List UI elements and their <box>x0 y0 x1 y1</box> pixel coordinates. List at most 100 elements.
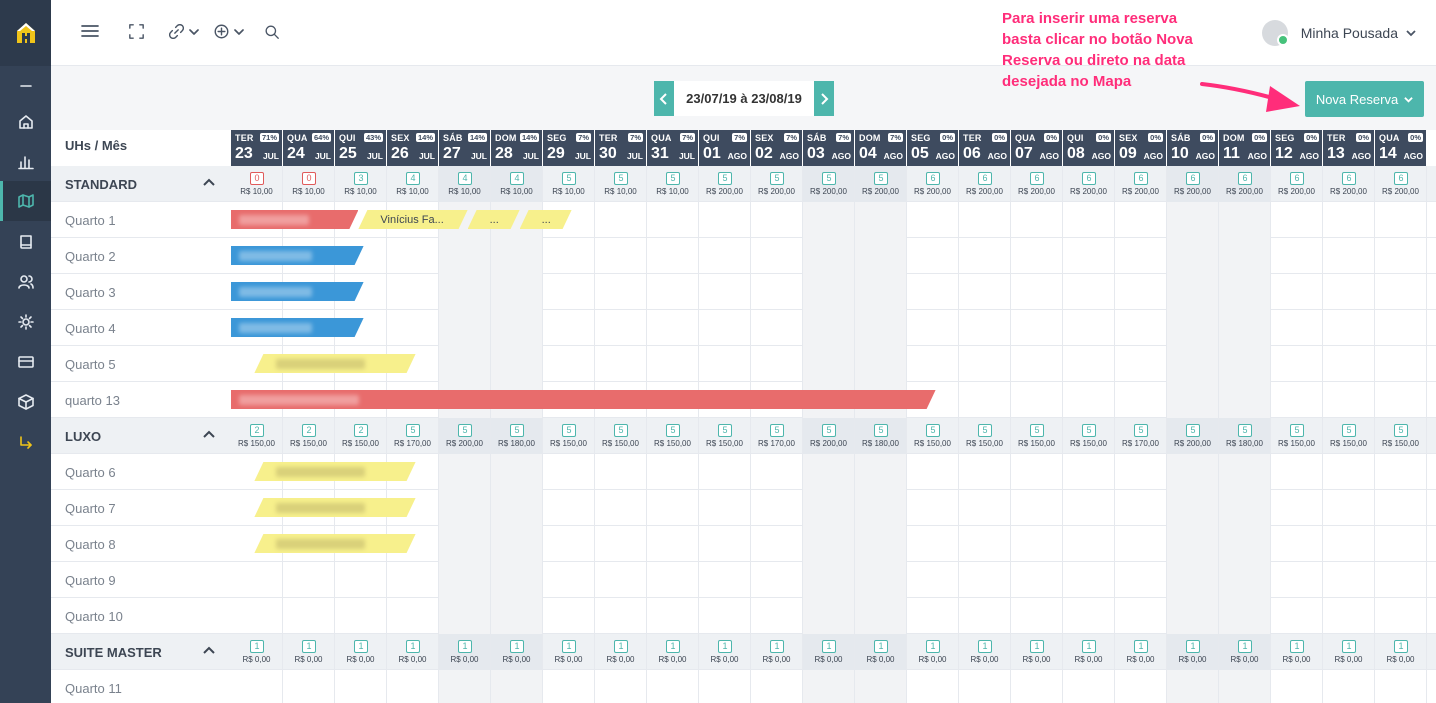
availability-cell[interactable]: 5 R$ 150,00 <box>959 418 1011 454</box>
availability-cell[interactable]: 5 R$ 10,00 <box>647 166 699 202</box>
date-cell[interactable] <box>335 274 387 310</box>
date-cell[interactable] <box>647 526 699 562</box>
availability-cell[interactable]: 6 R$ 200,00 <box>1323 166 1375 202</box>
reservation-bar[interactable] <box>254 534 415 553</box>
date-cell[interactable] <box>543 490 595 526</box>
date-cell[interactable] <box>907 274 959 310</box>
date-cell[interactable] <box>231 670 283 703</box>
date-cell[interactable] <box>907 454 959 490</box>
date-cell[interactable] <box>595 598 647 634</box>
reservation-bar[interactable] <box>231 318 364 337</box>
date-cell[interactable] <box>1167 346 1219 382</box>
date-cell[interactable] <box>1219 562 1271 598</box>
date-cell[interactable] <box>803 598 855 634</box>
date-cell[interactable] <box>1115 490 1167 526</box>
date-cell[interactable] <box>1323 346 1375 382</box>
date-cell[interactable] <box>387 670 439 703</box>
date-cell[interactable] <box>647 670 699 703</box>
date-cell[interactable] <box>1115 562 1167 598</box>
availability-cell[interactable]: 5 R$ 150,00 <box>1323 418 1375 454</box>
date-cell[interactable] <box>959 562 1011 598</box>
availability-cell[interactable]: 6 R$ 200,00 <box>1375 166 1427 202</box>
availability-cell[interactable]: 6 R$ 200,00 <box>959 166 1011 202</box>
availability-cell[interactable]: 4 R$ 10,00 <box>439 166 491 202</box>
availability-cell[interactable]: 5 R$ 180,00 <box>855 418 907 454</box>
add-dropdown[interactable] <box>214 24 244 39</box>
date-cell[interactable] <box>751 310 803 346</box>
date-cell[interactable] <box>1063 454 1115 490</box>
date-cell[interactable] <box>1375 382 1427 418</box>
date-cell[interactable] <box>1115 202 1167 238</box>
availability-cell[interactable]: 5 R$ 200,00 <box>1167 418 1219 454</box>
availability-cell[interactable]: 5 R$ 150,00 <box>699 418 751 454</box>
date-cell[interactable] <box>335 670 387 703</box>
date-cell[interactable] <box>1063 526 1115 562</box>
date-cell[interactable] <box>803 202 855 238</box>
availability-cell[interactable]: 1 R$ 0,00 <box>699 634 751 670</box>
date-cell[interactable] <box>1011 310 1063 346</box>
availability-cell[interactable]: 2 R$ 150,00 <box>335 418 387 454</box>
date-cell[interactable] <box>1219 670 1271 703</box>
date-cell[interactable] <box>751 274 803 310</box>
availability-cell[interactable]: 1 R$ 0,00 <box>751 634 803 670</box>
availability-cell[interactable]: 6 R$ 200,00 <box>1115 166 1167 202</box>
sidebar-item-settings[interactable] <box>0 302 51 342</box>
date-cell[interactable] <box>647 274 699 310</box>
links-dropdown[interactable] <box>169 24 199 39</box>
date-cell[interactable] <box>439 670 491 703</box>
date-cell[interactable] <box>1011 670 1063 703</box>
date-cell[interactable] <box>699 310 751 346</box>
date-cell[interactable] <box>1115 670 1167 703</box>
availability-cell[interactable]: 1 R$ 0,00 <box>855 634 907 670</box>
date-cell[interactable] <box>1323 310 1375 346</box>
date-cell[interactable] <box>491 598 543 634</box>
chevron-up-icon[interactable] <box>203 430 215 438</box>
availability-cell[interactable]: 1 R$ 0,00 <box>1167 634 1219 670</box>
date-cell[interactable] <box>439 454 491 490</box>
date-cell[interactable] <box>1011 598 1063 634</box>
date-cell[interactable] <box>1167 274 1219 310</box>
availability-cell[interactable]: 5 R$ 150,00 <box>647 418 699 454</box>
availability-cell[interactable]: 5 R$ 180,00 <box>491 418 543 454</box>
reservation-bar[interactable] <box>254 498 415 517</box>
date-cell[interactable] <box>1375 490 1427 526</box>
date-cell[interactable] <box>1323 598 1375 634</box>
date-cell[interactable] <box>1271 526 1323 562</box>
date-cell[interactable] <box>855 670 907 703</box>
date-cell[interactable] <box>1063 238 1115 274</box>
availability-cell[interactable]: 1 R$ 0,00 <box>1375 634 1427 670</box>
availability-cell[interactable]: 5 R$ 170,00 <box>1115 418 1167 454</box>
date-cell[interactable] <box>1219 490 1271 526</box>
date-cell[interactable] <box>1063 490 1115 526</box>
date-cell[interactable] <box>439 526 491 562</box>
date-cell[interactable] <box>647 202 699 238</box>
availability-cell[interactable]: 5 R$ 150,00 <box>1271 418 1323 454</box>
date-cell[interactable] <box>699 202 751 238</box>
date-cell[interactable] <box>543 202 595 238</box>
date-cell[interactable] <box>1167 310 1219 346</box>
date-cell[interactable] <box>1167 238 1219 274</box>
date-cell[interactable] <box>1167 202 1219 238</box>
date-cell[interactable] <box>855 310 907 346</box>
date-cell[interactable] <box>1323 454 1375 490</box>
date-cell[interactable] <box>595 490 647 526</box>
date-cell[interactable] <box>751 670 803 703</box>
date-cell[interactable] <box>907 526 959 562</box>
date-cell[interactable] <box>231 598 283 634</box>
availability-cell[interactable]: 1 R$ 0,00 <box>907 634 959 670</box>
date-cell[interactable] <box>1323 490 1375 526</box>
date-cell[interactable] <box>595 562 647 598</box>
availability-cell[interactable]: 1 R$ 0,00 <box>647 634 699 670</box>
date-cell[interactable] <box>1323 562 1375 598</box>
date-cell[interactable] <box>387 274 439 310</box>
date-cell[interactable] <box>439 562 491 598</box>
fullscreen-button[interactable] <box>129 24 144 39</box>
date-cell[interactable] <box>1167 490 1219 526</box>
prev-period-button[interactable] <box>654 81 674 116</box>
date-cell[interactable] <box>1219 238 1271 274</box>
date-cell[interactable] <box>1011 238 1063 274</box>
availability-cell[interactable]: 4 R$ 10,00 <box>491 166 543 202</box>
date-cell[interactable] <box>1115 526 1167 562</box>
date-cell[interactable] <box>1011 454 1063 490</box>
date-cell[interactable] <box>1011 382 1063 418</box>
